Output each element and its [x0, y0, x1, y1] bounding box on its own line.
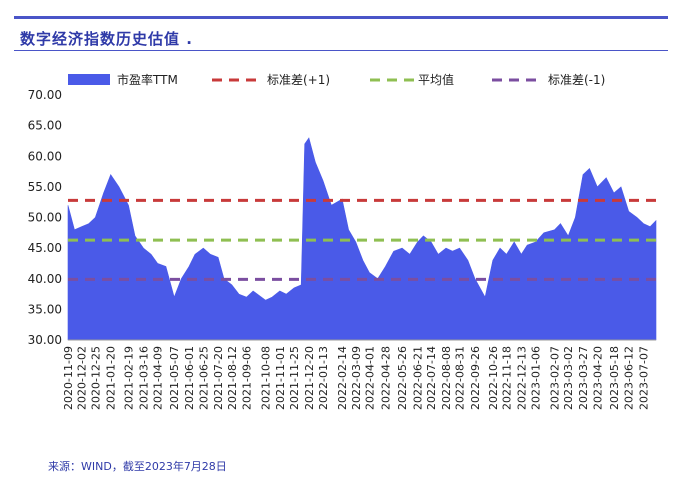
- y-tick-label: 70.00: [28, 88, 62, 102]
- y-tick-label: 65.00: [28, 119, 62, 133]
- x-tick-label: 2021-04-09: [152, 346, 165, 410]
- title-rule: [14, 50, 668, 51]
- x-tick-label: 2021-02-19: [123, 346, 136, 410]
- x-tick-label: 2023-04-20: [591, 346, 604, 410]
- x-tick-label: 2021-06-01: [183, 346, 196, 410]
- page-title: 数字经济指数历史估值 .: [20, 28, 193, 49]
- x-tick-label: 2023-02-07: [549, 346, 562, 410]
- x-tick-label: 2022-04-28: [379, 346, 392, 410]
- x-tick-label: 2021-03-16: [137, 346, 150, 410]
- x-tick-label: 2020-12-25: [89, 346, 102, 410]
- x-tick-label: 2023-03-27: [577, 346, 590, 410]
- x-tick-label: 2022-08-08: [440, 346, 453, 410]
- x-tick-label: 2021-08-12: [226, 346, 239, 410]
- x-tick-label: 2022-07-14: [425, 346, 438, 410]
- pe-ttm-area: [67, 137, 657, 341]
- y-tick-label: 30.00: [28, 333, 62, 347]
- legend: 市盈率TTM 标准差(+1) 平均值 标准差(-1): [68, 72, 605, 87]
- x-tick-label: 2022-09-26: [469, 346, 482, 410]
- x-tick-label: 2021-06-25: [197, 346, 210, 410]
- y-tick-label: 50.00: [28, 211, 62, 225]
- legend-label-2: 平均值: [418, 72, 454, 87]
- x-tick-label: 2023-01-06: [530, 346, 543, 410]
- x-tick-label: 2022-06-21: [411, 346, 424, 410]
- x-tick-label: 2022-10-26: [487, 346, 500, 410]
- x-axis: 2020-11-09 2020-12-02 2020-12-25 2021-01-20…: [62, 339, 656, 410]
- x-tick-label: 2020-12-02: [76, 346, 89, 410]
- x-tick-label: 2021-05-07: [168, 346, 181, 410]
- y-tick-label: 60.00: [28, 149, 62, 163]
- x-tick-label: 2021-10-08: [260, 346, 273, 410]
- x-tick-label: 2023-05-18: [608, 346, 621, 410]
- x-tick-label: 2021-11-01: [274, 346, 287, 410]
- x-tick-label: 2022-11-18: [500, 346, 513, 410]
- x-tick-label: 2020-11-09: [62, 346, 75, 410]
- x-tick-label: 2021-12-20: [303, 346, 316, 410]
- source-note: 来源：WIND，截至2023年7月28日: [48, 460, 227, 473]
- y-tick-label: 55.00: [28, 180, 62, 194]
- legend-swatch-area: [68, 74, 110, 85]
- x-tick-label: 2021-11-25: [288, 346, 301, 410]
- plot-area: [67, 137, 657, 341]
- x-tick-label: 2021-07-20: [212, 346, 225, 410]
- x-tick-label: 2023-03-02: [562, 346, 575, 410]
- legend-label-0: 市盈率TTM: [117, 72, 178, 87]
- x-tick-label: 2021-01-20: [105, 346, 118, 410]
- x-tick-label: 2023-06-12: [623, 346, 636, 410]
- x-tick-label: 2023-07-07: [638, 346, 651, 410]
- legend-label-3: 标准差(-1): [548, 73, 605, 87]
- y-tick-label: 35.00: [28, 302, 62, 316]
- x-tick-label: 2022-02-14: [336, 346, 349, 410]
- x-tick-label: 2022-12-13: [515, 346, 528, 410]
- x-tick-label: 2022-03-09: [350, 346, 363, 410]
- y-tick-label: 40.00: [28, 272, 62, 286]
- x-tick-label: 2022-08-31: [454, 346, 467, 410]
- top-rule: [14, 16, 668, 19]
- x-tick-label: 2022-04-01: [363, 346, 376, 410]
- title-suffix: .: [186, 30, 193, 48]
- y-tick-label: 45.00: [28, 241, 62, 255]
- title-text: 数字经济指数历史估值: [20, 30, 181, 48]
- legend-label-1: 标准差(+1): [267, 73, 330, 87]
- x-tick-label: 2021-09-06: [241, 346, 254, 410]
- x-tick-label: 2022-01-13: [317, 346, 330, 410]
- y-axis: 30.00 35.00 40.00 45.00 50.00 55.00 60.00 65.00…: [28, 88, 62, 347]
- x-tick-label: 2022-05-26: [396, 346, 409, 410]
